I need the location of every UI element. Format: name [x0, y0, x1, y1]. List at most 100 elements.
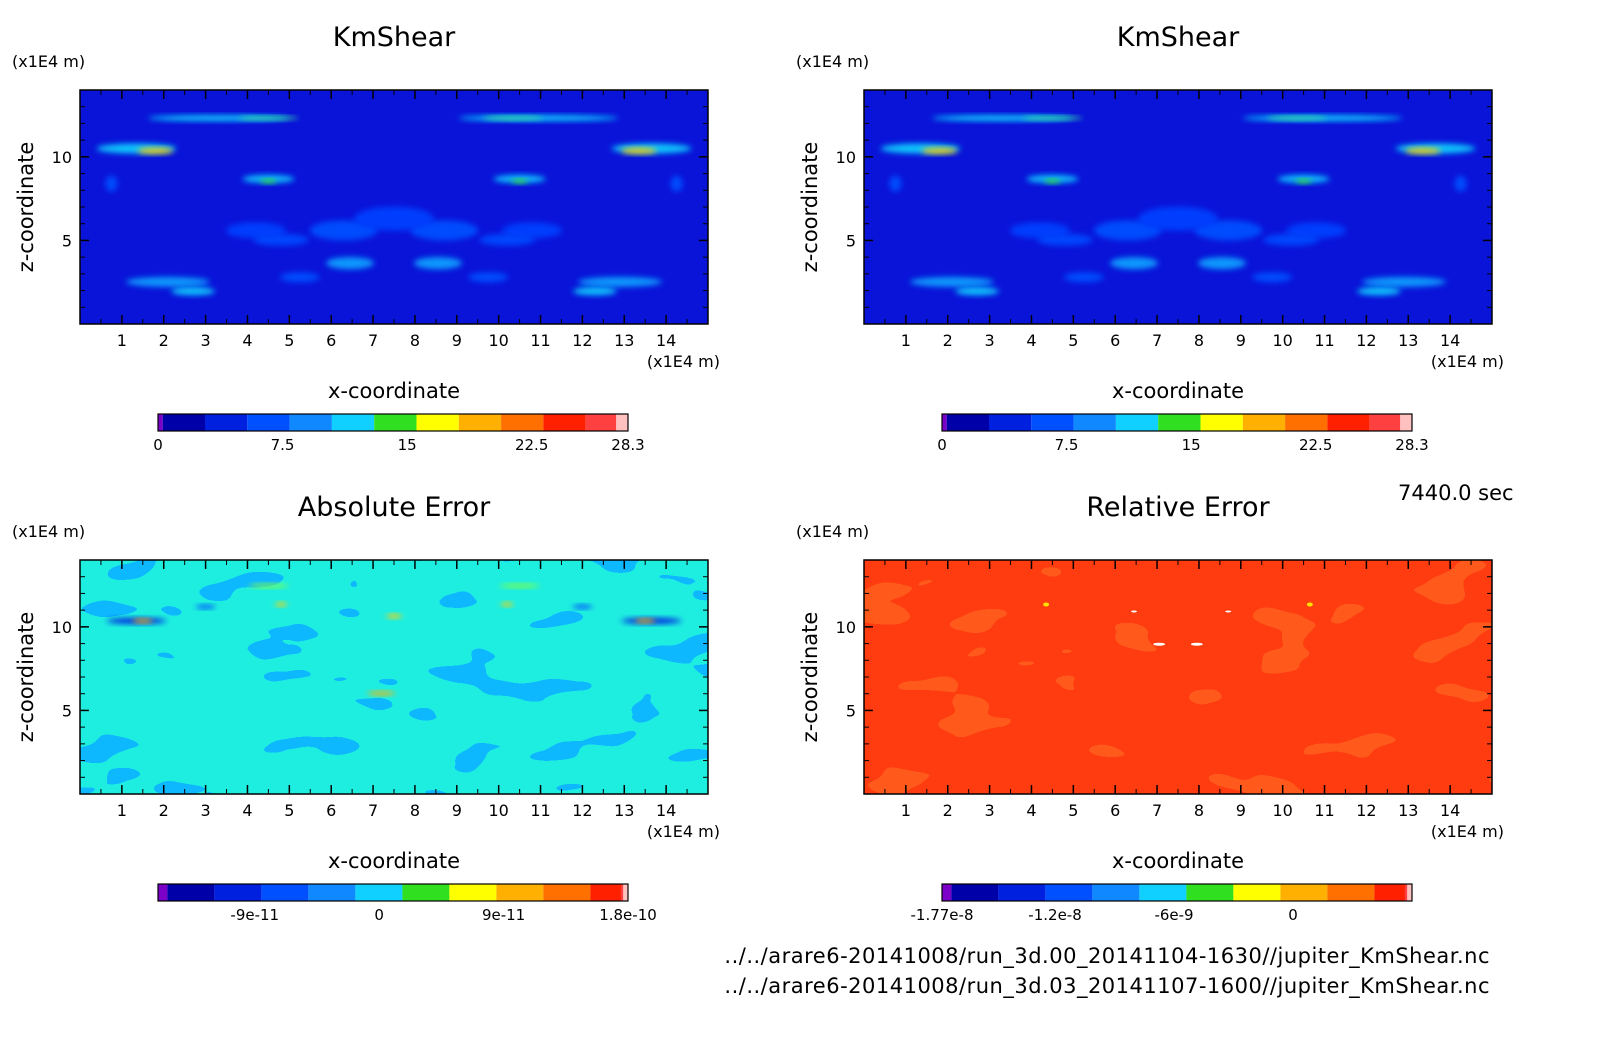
x-axis-label: x-coordinate [1112, 849, 1244, 873]
colorbar-segment [1233, 884, 1281, 901]
x-tick-label: 6 [326, 801, 336, 820]
colorbar-frame [157, 413, 629, 432]
x-tick-label: 14 [656, 331, 676, 350]
colorbar-segment [616, 414, 628, 431]
colorbar-segment [1031, 414, 1074, 431]
colorbar-segment [942, 414, 947, 431]
x-tick-label: 10 [1272, 801, 1292, 820]
field-feature [242, 174, 295, 183]
colorbar-segment [623, 884, 628, 901]
colorbar-segment [374, 414, 417, 431]
field-feature [620, 147, 657, 154]
field-feature [483, 116, 544, 121]
x-tick-label: 13 [614, 801, 634, 820]
x-tick-label: 4 [1026, 331, 1036, 350]
x-tick-label: 11 [530, 331, 550, 350]
abs-error-feature [386, 614, 402, 619]
colorbar-tick-label: 28.3 [611, 436, 644, 454]
x-tick-label: 14 [1440, 801, 1460, 820]
x-tick-label: 2 [159, 331, 169, 350]
field-feature [468, 272, 509, 283]
colorbar-segment [162, 414, 205, 431]
x-tick-label: 7 [368, 801, 378, 820]
field-feature [909, 276, 994, 287]
rel-error-feature [1131, 610, 1138, 613]
colorbar-tick-label: 9e-11 [482, 906, 525, 924]
colorbar-segment [416, 414, 459, 431]
colorbar-segment [158, 884, 168, 901]
field-feature [1263, 233, 1320, 246]
abs-error-feature [635, 618, 656, 623]
colorbar-tick-label: 22.5 [515, 436, 548, 454]
y-tick-label: 10 [52, 148, 72, 167]
colorbar-segment [989, 414, 1032, 431]
colorbar-segment [585, 414, 617, 431]
colorbar-segment [1280, 884, 1328, 901]
colorbar-segment [1073, 414, 1116, 431]
x-axis-label: x-coordinate [1112, 379, 1244, 403]
field-feature [260, 179, 277, 184]
footer-path-2: ../../arare6-20141008/run_3d.03_20141107… [724, 974, 1490, 998]
x-tick-label: 9 [1236, 801, 1246, 820]
field-feature [1356, 287, 1401, 296]
field-feature [238, 116, 299, 121]
field-feature [479, 233, 536, 246]
x-tick-label: 12 [1356, 331, 1376, 350]
field-feature [410, 220, 479, 241]
abs-error-feature [572, 604, 593, 609]
x-tick-label: 14 [1440, 331, 1460, 350]
panel-3: Absolute Error(x1E4 m)(x1E4 m)1 2 3 4 5 6 7 8 9 1… [12, 492, 720, 924]
field-feature [572, 287, 617, 296]
colorbar-segment [1407, 884, 1412, 901]
colorbar-segment [1200, 414, 1243, 431]
panel-2: KmShear(x1E4 m)(x1E4 m)1 2 3 4 5 6 7 8 9 10 11 12 13… [796, 22, 1504, 454]
field-feature [1267, 116, 1328, 121]
colorbar-segment [1115, 414, 1159, 431]
x-tick-label: 10 [488, 801, 508, 820]
colorbar-segment [951, 884, 999, 901]
x-tick-label: 2 [943, 331, 953, 350]
colorbar-segment [1369, 414, 1401, 431]
colorbar-segment [1404, 884, 1408, 901]
colorbar-segment [946, 414, 989, 431]
colorbar-segment [261, 884, 309, 901]
colorbar-tick-label: 15 [1182, 436, 1201, 454]
field-feature [1277, 174, 1330, 183]
x-tick-label: 11 [1314, 331, 1334, 350]
colorbar-tick-label: -1.77e-8 [911, 906, 974, 924]
field-feature [1362, 276, 1447, 287]
x-tick-label: 6 [326, 331, 336, 350]
x-tick-label: 8 [1194, 801, 1204, 820]
colorbar-segment [543, 884, 591, 901]
y-axis-label: z-coordinate [798, 142, 822, 273]
field-feature [921, 147, 958, 154]
field-feature [1454, 175, 1467, 192]
x-tick-label: 13 [1398, 801, 1418, 820]
field-feature [889, 175, 902, 192]
x-tick-label: 8 [410, 801, 420, 820]
colorbar-tick-label: 1.8e-10 [599, 906, 657, 924]
colorbar-tick-label: 7.5 [1055, 436, 1079, 454]
colorbar-tick-label: 7.5 [271, 436, 295, 454]
colorbar-segment [998, 884, 1046, 901]
field-feature [326, 257, 375, 270]
x-tick-label: 9 [1236, 331, 1246, 350]
abs-error-feature [274, 602, 287, 607]
rel-error-feature [1153, 642, 1166, 646]
x-unit-label: (x1E4 m) [647, 352, 720, 371]
x-tick-label: 5 [284, 801, 294, 820]
y-tick-label: 10 [836, 618, 856, 637]
field-feature [105, 175, 118, 192]
colorbar-segment [501, 414, 544, 431]
x-tick-label: 5 [1068, 801, 1078, 820]
colorbar-tick-label: 0 [1288, 906, 1298, 924]
colorbar-segment [1374, 884, 1405, 901]
colorbar-frame [941, 883, 1413, 902]
y-axis-label: z-coordinate [14, 612, 38, 743]
x-tick-label: 12 [572, 331, 592, 350]
x-tick-label: 7 [1152, 801, 1162, 820]
x-tick-label: 5 [284, 331, 294, 350]
x-tick-label: 2 [943, 801, 953, 820]
colorbar-segment [458, 414, 502, 431]
abs-error-feature [248, 583, 289, 588]
